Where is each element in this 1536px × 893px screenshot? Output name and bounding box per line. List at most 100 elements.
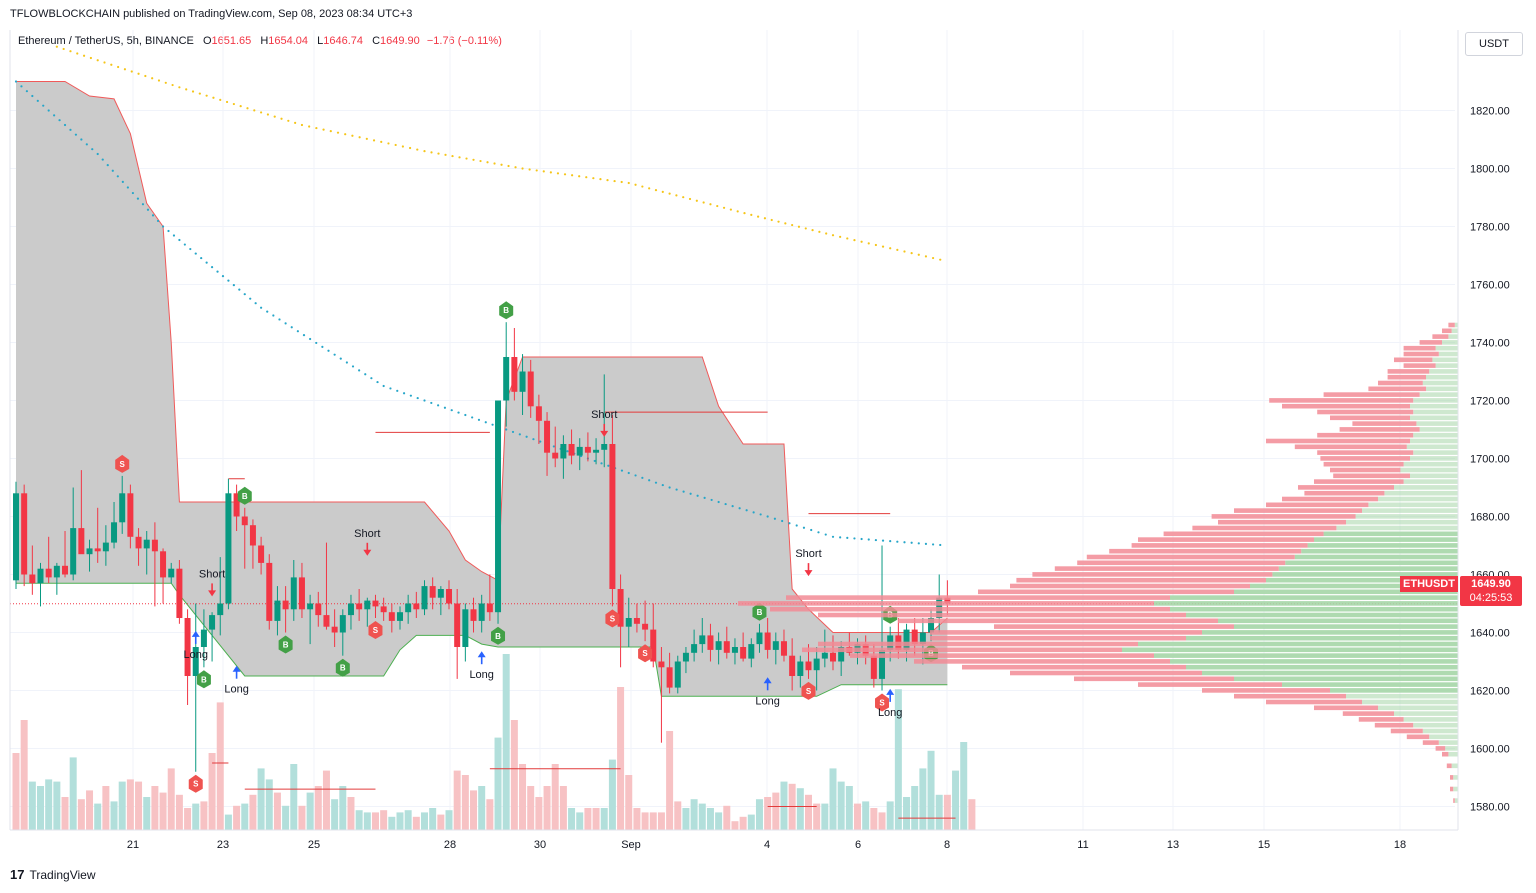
volume-bar <box>674 801 682 830</box>
ma-dot <box>365 137 368 140</box>
ma-dot <box>486 161 489 164</box>
candle <box>307 594 314 645</box>
volume-bar <box>894 689 902 830</box>
ma-dot <box>770 218 773 222</box>
candle-body <box>584 446 591 453</box>
ma-dot <box>825 232 828 235</box>
arrow-down-icon <box>804 570 813 577</box>
candle-body <box>568 444 575 456</box>
volume-bar <box>829 768 837 830</box>
long-label: Long <box>183 630 208 661</box>
ma-dot <box>729 208 732 211</box>
profile-down-bar <box>1010 583 1250 589</box>
candle-body <box>13 493 19 581</box>
ma-dot <box>724 502 727 506</box>
signal-label: B <box>340 664 346 673</box>
ma-dot <box>278 318 281 321</box>
ma-dot <box>702 201 705 204</box>
ma-dot <box>430 401 433 405</box>
ma-dot <box>401 145 404 148</box>
profile-up-bar <box>1422 728 1458 734</box>
ma-dot <box>246 107 249 110</box>
ma-dot <box>797 225 801 228</box>
currency-button[interactable]: USDT <box>1465 32 1523 56</box>
candle <box>241 507 248 569</box>
volume-bar <box>273 792 281 830</box>
ma-dot <box>171 83 174 87</box>
ma-dot <box>491 423 494 426</box>
candle <box>372 594 379 618</box>
trade-label-text: Short <box>795 548 821 560</box>
ma-dot <box>14 80 18 83</box>
profile-down-bar <box>738 601 1154 606</box>
signal-badge <box>499 301 514 320</box>
signal-label: S <box>120 460 126 469</box>
candle <box>151 522 158 607</box>
ma-dot <box>881 539 885 542</box>
last-price-value: 1649.90 <box>1471 578 1511 590</box>
profile-up-bar <box>1410 415 1458 421</box>
ma-dot <box>860 537 863 541</box>
candle <box>119 475 126 534</box>
footer-brand[interactable]: 17 TradingView <box>10 867 96 882</box>
profile-up-bar <box>1445 746 1458 751</box>
candle <box>552 426 559 468</box>
ma-dot <box>745 509 748 512</box>
ma-dot <box>592 177 595 180</box>
profile-up-bar <box>1368 502 1458 508</box>
profile-up-bar <box>1451 328 1458 334</box>
signal-label: S <box>373 626 379 635</box>
ma-dot <box>227 279 230 282</box>
ma-dot <box>924 255 928 258</box>
volume-bar <box>535 797 543 830</box>
ma-dot <box>717 500 720 504</box>
ma-dot <box>668 486 671 489</box>
ma-dot <box>903 541 906 544</box>
ma-dot <box>351 365 355 368</box>
candle <box>503 322 510 427</box>
close-value: 1649.90 <box>380 35 420 47</box>
volume-bar <box>380 810 388 830</box>
x-tick-label: 11 <box>1077 839 1088 851</box>
candle-body <box>323 615 330 627</box>
candle-body <box>21 493 28 575</box>
ma-dot <box>290 326 293 329</box>
volume-bar <box>339 786 347 830</box>
volume-bar <box>625 775 633 830</box>
volume-bar <box>355 810 363 830</box>
candle-body <box>380 606 387 613</box>
candle-body <box>290 577 297 610</box>
profile-up-bar <box>1294 554 1458 560</box>
ma-dot <box>380 140 383 143</box>
symbol-legend: Ethereum / TetherUS, 5h, BINANCE O1651.6… <box>18 35 502 47</box>
candle <box>62 531 69 578</box>
arrow-up-icon <box>232 665 241 672</box>
x-tick-label: 4 <box>764 839 770 851</box>
volume-bar <box>878 812 886 830</box>
ma-dot <box>451 154 454 158</box>
candle <box>797 655 804 688</box>
y-tick-label: 1580.00 <box>1470 802 1510 814</box>
profile-up-bar <box>1323 531 1458 537</box>
candle <box>462 603 469 662</box>
ma-dot <box>358 136 361 139</box>
candle-body <box>347 603 354 616</box>
profile-up-bar <box>1272 572 1458 577</box>
volume-bar <box>208 753 216 830</box>
profile-up-bar <box>1170 659 1458 664</box>
volume-bar <box>600 808 608 830</box>
volume-bar <box>322 770 330 830</box>
footer-brand-name: TradingView <box>29 867 96 882</box>
symbol-name[interactable]: Ethereum / TetherUS, 5h, BINANCE <box>18 35 194 47</box>
ma-dot <box>493 162 496 165</box>
candle <box>707 623 714 662</box>
profile-down-bar <box>1032 572 1273 577</box>
ma-dot <box>96 152 99 156</box>
ma-dot <box>287 119 290 122</box>
ma-dot <box>931 543 935 546</box>
x-tick-label: 13 <box>1167 839 1179 851</box>
ma-dot <box>654 481 658 484</box>
candle-body <box>421 586 428 610</box>
ma-dot <box>620 469 624 472</box>
